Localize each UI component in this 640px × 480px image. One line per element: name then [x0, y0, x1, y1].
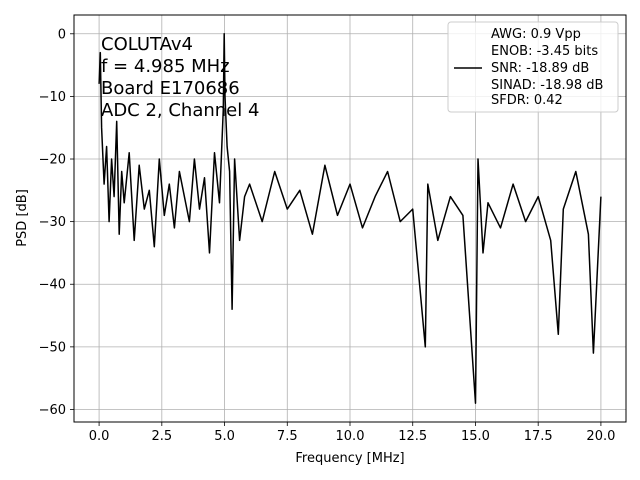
legend-line-4: SINAD: -18.98 dB — [491, 78, 603, 93]
y-axis-label: PSD [dB] — [15, 189, 30, 247]
x-tick-label: 17.5 — [524, 429, 553, 444]
x-tick-label: 10.0 — [336, 429, 365, 444]
x-tick-label: 12.5 — [398, 429, 427, 444]
y-tick-label: −40 — [39, 278, 66, 293]
chart-annotation: COLUTAv4 f = 4.985 MHz Board E170686 ADC… — [101, 34, 259, 121]
x-tick-label: 0.0 — [89, 429, 110, 444]
legend-line-3: SNR: -18.89 dB — [491, 61, 589, 76]
x-tick-label: 15.0 — [461, 429, 490, 444]
y-tick-label: −30 — [39, 215, 66, 230]
legend-line-5: SFDR: 0.42 — [491, 93, 563, 108]
x-tick-label: 20.0 — [586, 429, 615, 444]
y-tick-label: −10 — [39, 90, 66, 105]
y-tick-label: −20 — [39, 153, 66, 168]
y-tick-label: −60 — [39, 403, 66, 418]
annotation-line-4: ADC 2, Channel 4 — [101, 100, 259, 121]
y-tick-label: −50 — [39, 340, 66, 355]
legend: AWG: 0.9 Vpp ENOB: -3.45 bits SNR: -18.8… — [447, 21, 619, 113]
annotation-line-1: COLUTAv4 — [101, 34, 193, 55]
y-tick-label: 0 — [58, 27, 66, 42]
y-axis-ticks: 0 −10 −20 −30 −40 −50 −60 — [39, 27, 74, 418]
x-axis-ticks: 0.0 2.5 5.0 7.5 10.0 12.5 15.0 17.5 20.0 — [89, 422, 615, 444]
plot-area — [98, 33, 602, 404]
x-axis-label: Frequency [MHz] — [295, 451, 404, 466]
legend-line-1: AWG: 0.9 Vpp — [491, 27, 581, 42]
x-tick-label: 2.5 — [151, 429, 172, 444]
annotation-line-3: Board E170686 — [101, 78, 240, 99]
annotation-line-2: f = 4.985 MHz — [101, 56, 230, 77]
psd-series-line — [98, 33, 602, 404]
x-tick-label: 5.0 — [214, 429, 235, 444]
legend-box — [447, 21, 619, 113]
x-tick-label: 7.5 — [277, 429, 298, 444]
legend-line-2: ENOB: -3.45 bits — [491, 44, 598, 59]
